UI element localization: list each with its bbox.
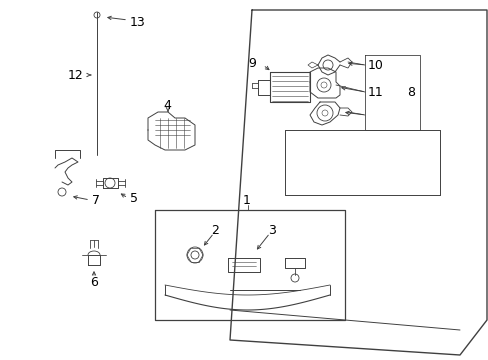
Text: 6: 6 (90, 276, 98, 289)
Text: 12: 12 (68, 68, 83, 81)
Text: 3: 3 (267, 224, 275, 237)
Text: 1: 1 (243, 194, 250, 207)
Text: 10: 10 (367, 59, 383, 72)
Text: 2: 2 (210, 224, 219, 237)
Text: 8: 8 (406, 86, 414, 99)
Text: 7: 7 (92, 194, 100, 207)
Text: 5: 5 (130, 192, 138, 204)
Text: 4: 4 (163, 99, 170, 112)
Text: 9: 9 (247, 57, 255, 69)
Text: 13: 13 (130, 15, 145, 28)
Text: 11: 11 (367, 86, 383, 99)
